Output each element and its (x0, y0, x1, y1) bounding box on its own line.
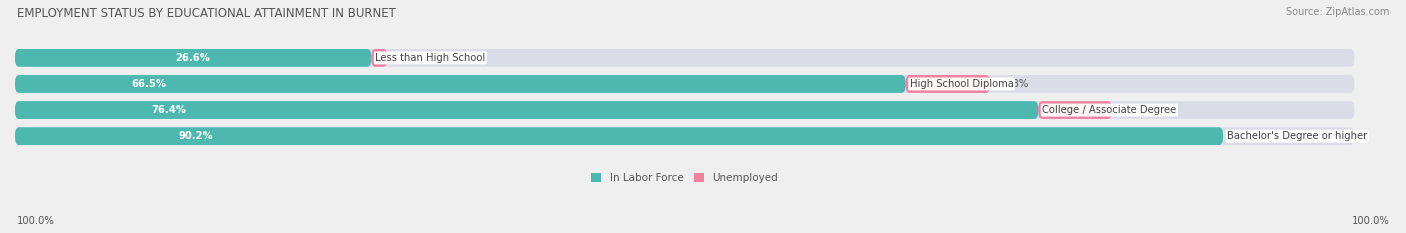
FancyBboxPatch shape (905, 75, 990, 93)
Legend: In Labor Force, Unemployed: In Labor Force, Unemployed (591, 173, 779, 183)
FancyBboxPatch shape (15, 75, 905, 93)
FancyBboxPatch shape (15, 49, 371, 67)
Text: 0.0%: 0.0% (1236, 131, 1261, 141)
Text: 66.5%: 66.5% (131, 79, 166, 89)
Text: 5.5%: 5.5% (1125, 105, 1150, 115)
Text: EMPLOYMENT STATUS BY EDUCATIONAL ATTAINMENT IN BURNET: EMPLOYMENT STATUS BY EDUCATIONAL ATTAINM… (17, 7, 395, 20)
Text: 90.2%: 90.2% (179, 131, 214, 141)
FancyBboxPatch shape (15, 75, 1354, 93)
FancyBboxPatch shape (1038, 101, 1112, 119)
Text: 100.0%: 100.0% (17, 216, 55, 226)
Text: 76.4%: 76.4% (150, 105, 186, 115)
Text: 100.0%: 100.0% (1351, 216, 1389, 226)
FancyBboxPatch shape (15, 127, 1354, 145)
Text: College / Associate Degree: College / Associate Degree (1042, 105, 1177, 115)
Text: High School Diploma: High School Diploma (910, 79, 1014, 89)
FancyBboxPatch shape (15, 101, 1354, 119)
Text: 26.6%: 26.6% (176, 53, 211, 63)
FancyBboxPatch shape (371, 49, 387, 67)
FancyBboxPatch shape (15, 127, 1223, 145)
FancyBboxPatch shape (15, 49, 1354, 67)
Text: Bachelor's Degree or higher: Bachelor's Degree or higher (1227, 131, 1367, 141)
Text: Less than High School: Less than High School (375, 53, 485, 63)
Text: 1.2%: 1.2% (401, 53, 426, 63)
Text: Source: ZipAtlas.com: Source: ZipAtlas.com (1285, 7, 1389, 17)
Text: 6.3%: 6.3% (1004, 79, 1029, 89)
FancyBboxPatch shape (15, 101, 1038, 119)
